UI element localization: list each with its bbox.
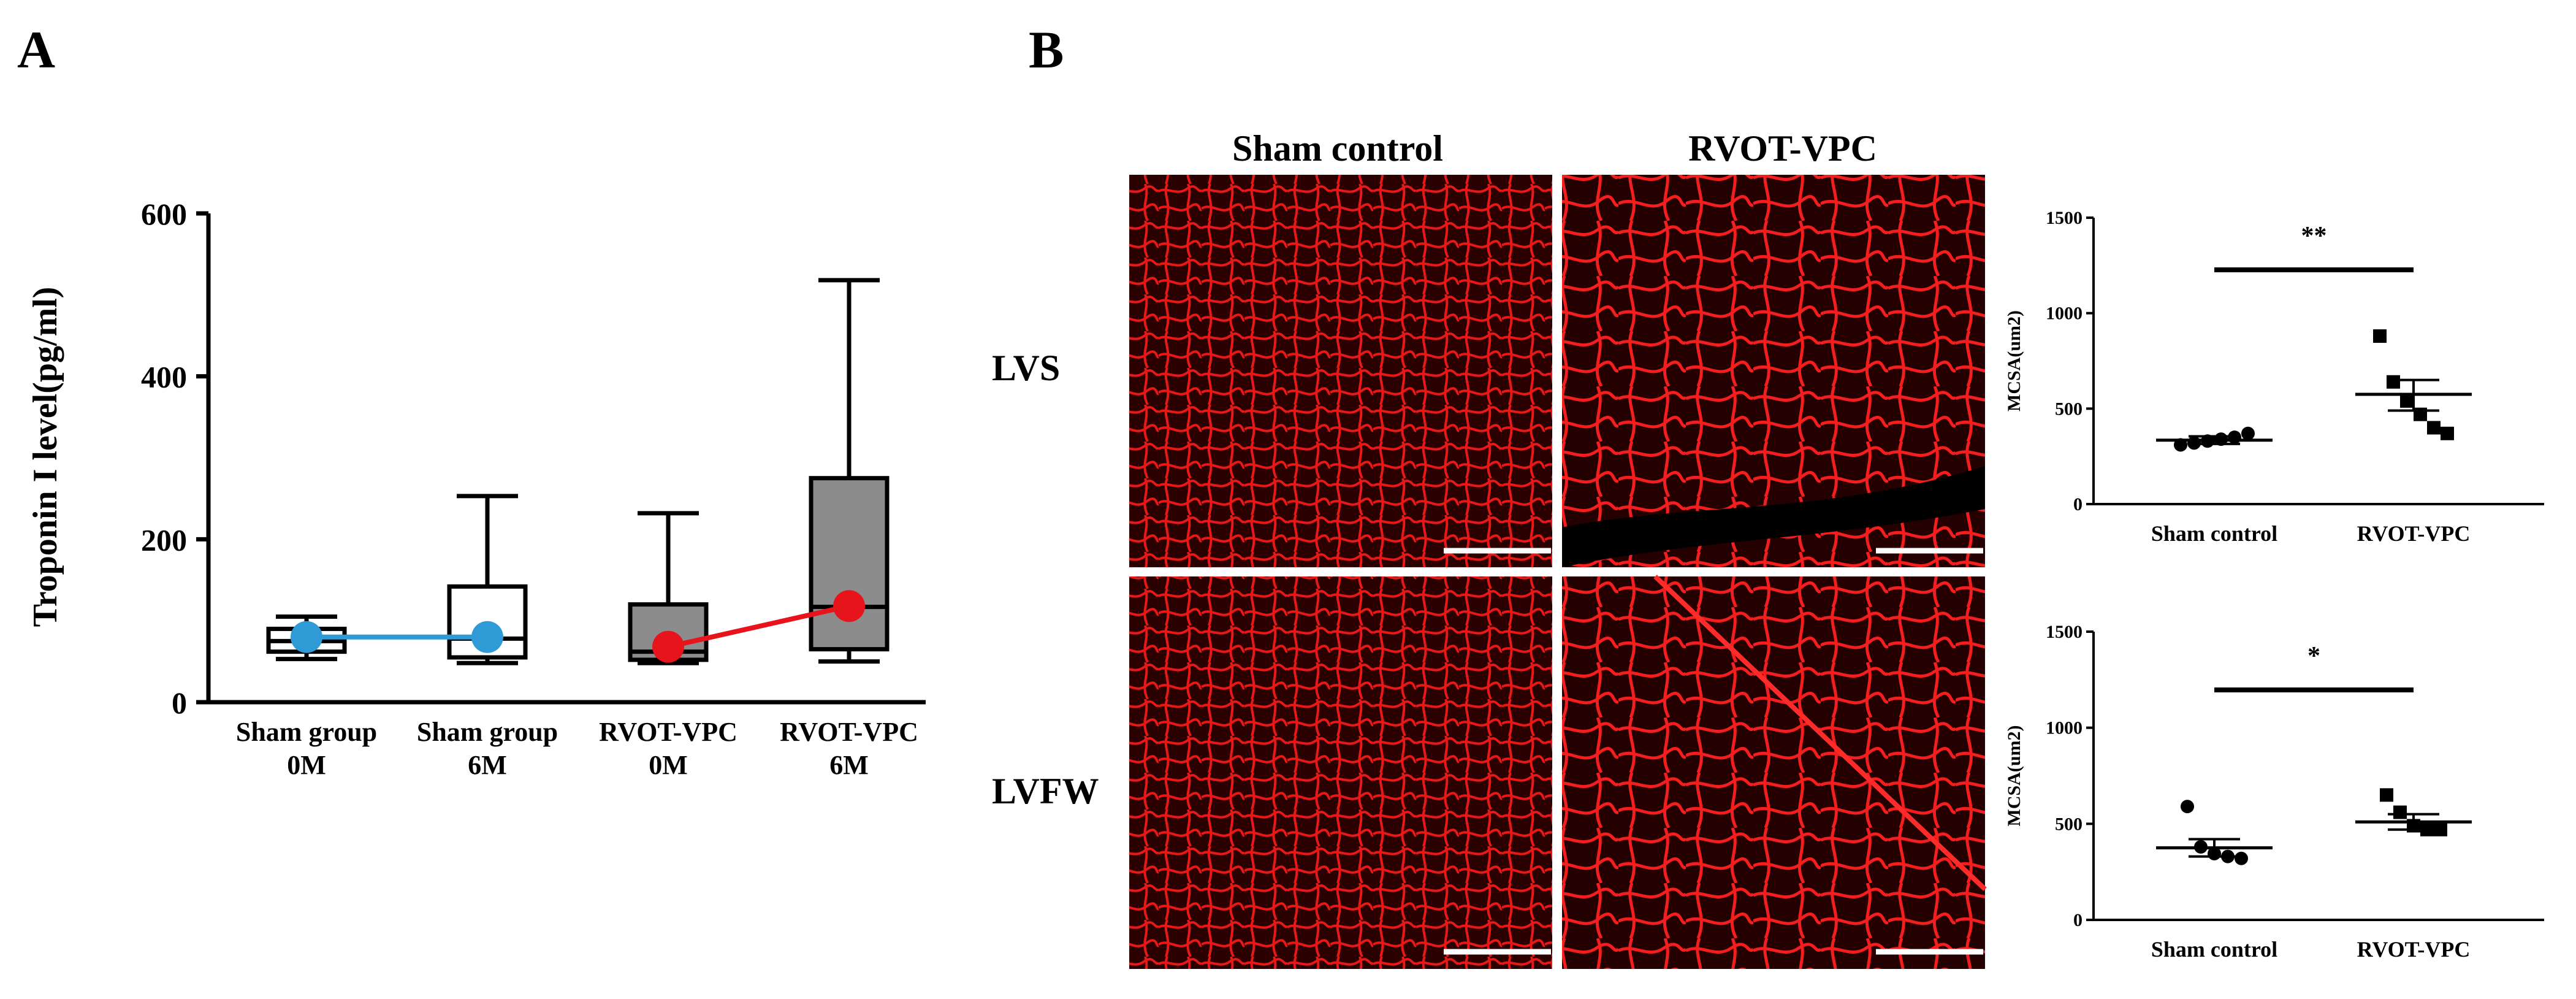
- image-lvfw-vpc: [1562, 576, 1985, 969]
- data-point: [2373, 329, 2387, 343]
- x-tick-label-line2: 6M: [468, 750, 507, 780]
- y-tick-label: 1500: [2046, 622, 2083, 642]
- x-tick-label-line2: 6M: [829, 750, 869, 780]
- row-label-lvs: LVS: [992, 348, 1060, 388]
- mean-point-vpc: [833, 590, 865, 622]
- box-iqr: [809, 476, 890, 652]
- mean-point-sham: [471, 621, 503, 653]
- significance-label: *: [2307, 642, 2320, 670]
- y-ticks: 0 200 400 600: [141, 197, 208, 720]
- y-tick-label: 0: [172, 686, 187, 720]
- y-tick-label: 600: [141, 197, 187, 231]
- x-tick-label-line2: 0M: [287, 750, 326, 780]
- x-tick-label-line2: 0M: [649, 750, 688, 780]
- image-grid: Sham control RVOT-VPC LVS LVFW: [992, 128, 1987, 969]
- x-tick-label-line1: Sham group: [236, 717, 377, 747]
- x-tick-label-line1: RVOT-VPC: [599, 717, 737, 747]
- data-point: [2181, 800, 2194, 814]
- x-tick-label: Sham control: [2151, 937, 2277, 962]
- x-tick-label-line1: RVOT-VPC: [780, 717, 918, 747]
- vessel-gap: [1562, 466, 1985, 567]
- y-tick-label: 1000: [2046, 718, 2083, 738]
- row-label-lvfw: LVFW: [992, 771, 1099, 811]
- mean-point-vpc: [652, 630, 684, 663]
- mcsa-chart-lvfw: 0 500 1000 1500 MCSA(um2) Sham control RVOT-VP…: [2004, 622, 2544, 962]
- y-tick-label: 500: [2055, 814, 2083, 834]
- panel-letter-a: A: [17, 20, 55, 79]
- y-tick-label: 1500: [2046, 208, 2083, 228]
- mcsa-chart-lvs: 0 500 1000 1500 MCSA(um2) Sham control RVOT-VP…: [2004, 208, 2544, 546]
- data-point: [2380, 788, 2393, 802]
- data-point: [2434, 822, 2447, 836]
- y-axis-label: MCSA(um2): [2004, 310, 2024, 411]
- data-point: [2441, 426, 2454, 440]
- diagonal-vessel: [1653, 575, 1987, 891]
- y-tick-label: 0: [2073, 910, 2083, 930]
- mean-point-sham: [291, 621, 322, 653]
- data-point: [2241, 426, 2255, 440]
- mean-lines: [291, 590, 865, 663]
- data-point: [2427, 421, 2441, 435]
- y-tick-label: 400: [141, 360, 187, 394]
- col-header-vpc: RVOT-VPC: [1688, 128, 1877, 169]
- boxes: [266, 278, 890, 665]
- y-axis-label: MCSA(um2): [2004, 725, 2024, 827]
- y-tick-label: 200: [141, 522, 187, 557]
- x-tick-label-line1: Sham group: [417, 717, 558, 747]
- y-tick-label: 500: [2055, 399, 2083, 419]
- x-tick-label: Sham control: [2151, 521, 2277, 546]
- x-tick-label: RVOT-VPC: [2357, 521, 2471, 546]
- image-lvfw-sham: [1129, 576, 1552, 969]
- x-tick-label: RVOT-VPC: [2357, 937, 2471, 962]
- significance-label: **: [2301, 222, 2327, 250]
- data-point: [2235, 851, 2248, 865]
- data-point: [2393, 805, 2407, 819]
- col-header-sham: Sham control: [1232, 128, 1443, 169]
- data-point: [2400, 394, 2414, 408]
- y-tick-label: 0: [2073, 494, 2083, 515]
- mean-line-vpc: [668, 603, 850, 649]
- data-point: [2387, 375, 2400, 389]
- image-lvs-sham: [1129, 175, 1552, 567]
- panel-letter-b: B: [1029, 20, 1064, 79]
- y-tick-label: 1000: [2046, 304, 2083, 324]
- y-axis-label: Troponin I level(pg/ml): [26, 287, 64, 627]
